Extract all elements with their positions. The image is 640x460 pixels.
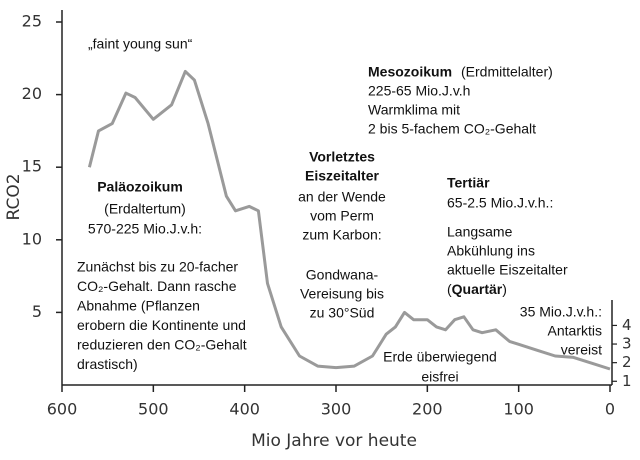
y2-tick-label: 2 (622, 353, 632, 371)
annotation: (Quartär) (447, 281, 507, 297)
annotation: drastisch) (77, 356, 138, 372)
annotation: Mesozoikum (368, 64, 452, 80)
annotation: 225-65 Mio.J.v.h (368, 83, 470, 99)
y-tick-label: 20 (22, 84, 42, 103)
x-tick-label: 100 (503, 400, 534, 419)
annotation: „faint young sun“ (88, 36, 193, 52)
x-axis-label: Mio Jahre vor heute (251, 431, 417, 451)
annotation: Erde überwiegend (383, 349, 497, 365)
annotation: zum Karbon: (302, 227, 381, 243)
annotation: Abnahme (Pflanzen (77, 298, 200, 314)
annotation: aktuelle Eiszeitalter (447, 262, 568, 278)
x-tick-label: 600 (47, 400, 78, 419)
x-tick-label: 0 (605, 400, 615, 419)
annotation: (Erdmittelalter) (461, 64, 553, 80)
annotation: Vereisung bis (300, 286, 384, 302)
annotation: Zunächst bis zu 20-facher (77, 259, 238, 275)
x-tick-label: 400 (229, 400, 260, 419)
annotation: erobern die Kontinente und (77, 317, 246, 333)
y-tick-label: 15 (22, 157, 42, 176)
annotation: 35 Mio.J.v.h.: (520, 304, 602, 320)
annotation: Tertiär (447, 175, 490, 191)
annotation-segment: Quartär (452, 281, 503, 297)
y-tick-label: 25 (22, 12, 42, 31)
data-line (87, 69, 611, 371)
annotation: vereist (561, 342, 602, 358)
annotation: (Erdaltertum) (104, 201, 186, 217)
annotation: Vorletztes (309, 149, 375, 165)
y-tick-label: 10 (22, 229, 42, 248)
annotation: Eiszeitalter (305, 168, 379, 184)
annotation: an der Wende (298, 189, 386, 205)
annotation: eisfrei (421, 369, 458, 385)
x-tick-label: 500 (138, 400, 169, 419)
annotation: zu 30°Süd (310, 305, 375, 321)
y2-tick-label: 4 (622, 316, 632, 334)
x-tick-label: 200 (412, 400, 443, 419)
y-tick-label: 5 (32, 302, 42, 321)
y2-tick-label: 1 (622, 372, 632, 390)
annotation: Warmklima mit (368, 102, 460, 118)
annotation: 570-225 Mio.J.v.h: (88, 221, 202, 237)
annotation: reduzieren den CO₂-Gehalt (77, 337, 247, 353)
annotation: 65-2.5 Mio.J.v.h.: (447, 195, 553, 211)
annotation: Gondwana- (306, 267, 379, 283)
y2-tick-label: 3 (622, 335, 632, 353)
annotation-segment: ) (502, 281, 507, 297)
annotation: Antarktis (548, 323, 602, 339)
y-axis-label: RCO2 (4, 173, 24, 220)
annotation: Paläozoikum (97, 179, 183, 195)
annotation: vom Perm (310, 208, 374, 224)
annotation: Langsame (447, 224, 513, 240)
annotation-segment: ( (447, 281, 452, 297)
annotation: CO₂-Gehalt. Dann rasche (77, 278, 237, 294)
annotation: Abkühlung ins (447, 243, 535, 259)
x-tick-label: 300 (321, 400, 352, 419)
annotation: 2 bis 5-fachem CO₂-Gehalt (368, 121, 536, 137)
